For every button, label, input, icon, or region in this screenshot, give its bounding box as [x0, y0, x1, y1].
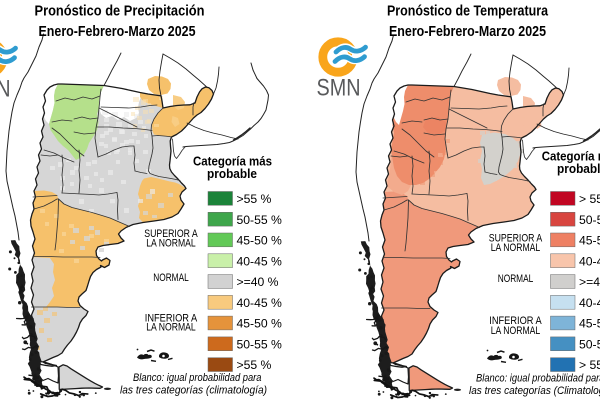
- svg-text:las tres categorías (climatolo: las tres categorías (climatología): [120, 385, 267, 397]
- svg-text:SUPERIOR A: SUPERIOR A: [144, 228, 198, 240]
- svg-text:Categoría más: Categoría más: [542, 149, 600, 164]
- svg-text:50-55 %: 50-55 %: [237, 213, 283, 227]
- svg-text:Pronóstico de Precipitación: Pronóstico de Precipitación: [35, 3, 205, 20]
- svg-text:las tres categorías (Climatolo: las tres categorías (Climatología): [469, 385, 600, 397]
- svg-text:LA NORMAL: LA NORMAL: [491, 325, 541, 337]
- svg-text:NORMAL: NORMAL: [153, 272, 189, 284]
- svg-text:Pronóstico de Temperatura: Pronóstico de Temperatura: [387, 3, 549, 20]
- svg-text:40-45 %: 40-45 %: [237, 296, 283, 310]
- svg-text:45-50 %: 45-50 %: [579, 234, 600, 248]
- svg-text:45-50 %: 45-50 %: [237, 234, 283, 248]
- svg-text:40-45 %: 40-45 %: [579, 296, 600, 310]
- svg-text:probable: probable: [557, 161, 600, 176]
- svg-text:Enero-Febrero-Marzo 2025: Enero-Febrero-Marzo 2025: [39, 23, 196, 40]
- svg-text:>=40 %: >=40 %: [237, 275, 279, 289]
- svg-text:> 55 %: > 55 %: [579, 358, 600, 372]
- svg-text:probable: probable: [207, 166, 257, 181]
- svg-text:>=40 %: >=40 %: [579, 275, 600, 289]
- svg-text:Enero-Febrero-Marzo 2025: Enero-Febrero-Marzo 2025: [389, 23, 546, 40]
- svg-text:45-50 %: 45-50 %: [237, 317, 283, 331]
- svg-text:INFERIOR A: INFERIOR A: [489, 315, 542, 327]
- svg-text:Blanco: igual probabilidad par: Blanco: igual probabilidad para: [476, 373, 600, 385]
- svg-text:40-45 %: 40-45 %: [237, 254, 283, 268]
- svg-text:LA NORMAL: LA NORMAL: [146, 238, 196, 250]
- svg-text:>55 %: >55 %: [237, 192, 272, 206]
- svg-text:INFERIOR A: INFERIOR A: [145, 312, 198, 324]
- svg-text:50-55 %: 50-55 %: [579, 337, 600, 351]
- svg-text:45-50 %: 45-50 %: [579, 317, 600, 331]
- svg-text:Blanco: igual probabilidad par: Blanco: igual probabilidad para: [133, 372, 262, 384]
- svg-text:LA NORMAL: LA NORMAL: [146, 322, 196, 334]
- svg-text:LA NORMAL: LA NORMAL: [491, 242, 541, 254]
- svg-text:SMN: SMN: [317, 75, 361, 102]
- svg-text:50-55 %: 50-55 %: [579, 213, 600, 227]
- svg-text:40-45 %: 40-45 %: [579, 254, 600, 268]
- svg-text:>55 %: >55 %: [237, 358, 272, 372]
- svg-text:SMN: SMN: [0, 76, 11, 103]
- svg-text:> 55 %: > 55 %: [579, 192, 600, 206]
- svg-text:Categoría más: Categoría más: [193, 154, 272, 169]
- svg-text:SUPERIOR A: SUPERIOR A: [489, 233, 543, 245]
- svg-text:NORMAL: NORMAL: [498, 273, 534, 285]
- svg-text:50-55 %: 50-55 %: [237, 337, 283, 351]
